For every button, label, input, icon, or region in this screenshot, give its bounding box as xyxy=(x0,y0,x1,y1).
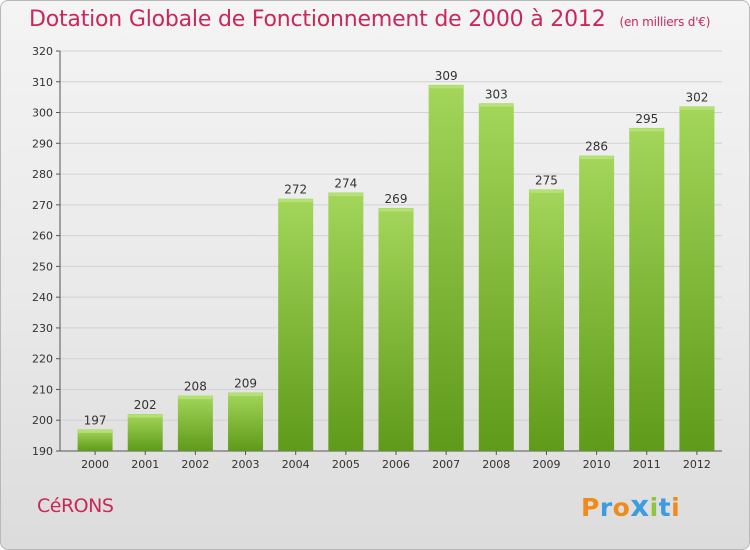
y-tick-label: 290 xyxy=(32,137,53,150)
y-tick-label: 230 xyxy=(32,322,53,335)
bar-highlight xyxy=(679,106,714,110)
y-tick-label: 200 xyxy=(32,414,53,427)
data-label: 295 xyxy=(635,112,658,126)
bar xyxy=(127,414,163,451)
data-label: 303 xyxy=(485,87,508,101)
bar xyxy=(428,84,464,451)
y-tick-label: 250 xyxy=(32,260,53,273)
logo-letter: o xyxy=(612,493,631,522)
y-tick-label: 300 xyxy=(32,107,53,120)
commune-name: CéRONS xyxy=(37,495,114,517)
bar-highlight xyxy=(579,156,614,160)
logo-letter: i xyxy=(671,493,681,522)
y-tick-label: 190 xyxy=(32,445,53,458)
bar xyxy=(528,189,564,451)
x-tick-label: 2006 xyxy=(382,458,410,471)
bar-highlight xyxy=(228,393,263,397)
x-tick-label: 2007 xyxy=(432,458,460,471)
y-tick-label: 220 xyxy=(32,353,53,366)
logo-letter: i xyxy=(649,493,659,522)
y-tick-label: 240 xyxy=(32,291,53,304)
data-label: 309 xyxy=(435,69,458,83)
proxiti-logo: Proxiti xyxy=(581,489,680,523)
x-tick-label: 2004 xyxy=(282,458,310,471)
bar-highlight xyxy=(78,429,113,433)
bar xyxy=(328,192,364,452)
data-label: 302 xyxy=(685,90,708,104)
bar-highlight xyxy=(429,85,464,89)
bar xyxy=(478,103,514,452)
bar-highlight xyxy=(328,193,363,197)
x-tick-label: 2010 xyxy=(583,458,611,471)
data-label: 202 xyxy=(134,398,157,412)
y-tick-label: 270 xyxy=(32,199,53,212)
data-label: 197 xyxy=(84,413,107,427)
bar-highlight xyxy=(178,396,213,400)
x-tick-label: 2003 xyxy=(232,458,260,471)
bar-highlight xyxy=(278,199,313,203)
logo-letter: P xyxy=(581,493,600,522)
x-tick-label: 2008 xyxy=(482,458,510,471)
y-tick-label: 260 xyxy=(32,230,53,243)
bar xyxy=(629,127,665,451)
logo-letter: t xyxy=(658,493,672,522)
data-label: 272 xyxy=(284,183,307,197)
y-tick-label: 320 xyxy=(32,45,53,58)
unit-label: (en milliers d'€) xyxy=(619,15,711,29)
y-tick-label: 310 xyxy=(32,76,53,89)
x-tick-label: 2012 xyxy=(683,458,711,471)
bar-highlight xyxy=(128,414,163,418)
x-tick-label: 2005 xyxy=(332,458,360,471)
bar xyxy=(579,155,615,451)
x-tick-label: 2000 xyxy=(81,458,109,471)
bar-highlight xyxy=(379,208,413,212)
x-tick-label: 2001 xyxy=(131,458,159,471)
bar-highlight xyxy=(479,103,514,107)
chart-title: Dotation Globale de Fonctionnement de 20… xyxy=(29,7,710,32)
data-label: 209 xyxy=(234,377,257,391)
data-label: 269 xyxy=(385,192,408,206)
x-tick-label: 2002 xyxy=(181,458,209,471)
y-tick-label: 210 xyxy=(32,383,53,396)
bar xyxy=(177,395,213,451)
bar xyxy=(679,106,715,451)
data-label: 286 xyxy=(585,140,608,154)
bar xyxy=(228,392,264,451)
logo-letter: r xyxy=(599,493,613,522)
bar-highlight xyxy=(529,189,564,193)
bar-highlight xyxy=(629,128,664,132)
x-tick-label: 2009 xyxy=(532,458,560,471)
data-label: 274 xyxy=(334,177,357,191)
x-tick-label: 2011 xyxy=(633,458,661,471)
data-label: 208 xyxy=(184,380,207,394)
bar xyxy=(278,198,314,451)
y-tick-label: 280 xyxy=(32,168,53,181)
logo-letter: x xyxy=(630,489,650,523)
bar xyxy=(77,429,113,451)
data-label: 275 xyxy=(535,173,558,187)
bar xyxy=(378,207,414,451)
title-text: Dotation Globale de Fonctionnement de 20… xyxy=(29,7,606,32)
